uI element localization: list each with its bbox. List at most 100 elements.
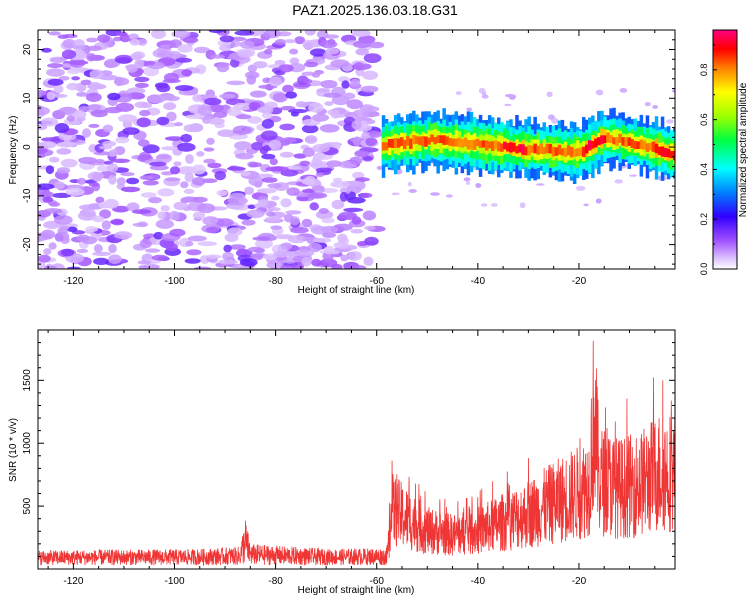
heatmap-cell — [248, 162, 263, 168]
heatmap-cell — [491, 141, 495, 151]
heatmap-cell — [157, 211, 167, 220]
heatmap-cell — [85, 92, 102, 103]
heatmap-cell — [53, 84, 64, 94]
heatmap-cell — [139, 109, 151, 117]
heatmap-cell — [341, 80, 350, 89]
heatmap-cell — [321, 217, 335, 224]
heatmap-cell — [173, 161, 182, 167]
heatmap-cell — [135, 82, 149, 88]
heatmap-cell — [116, 177, 126, 186]
heatmap-cell — [148, 196, 162, 204]
heatmap-cell — [104, 60, 117, 69]
heatmap-cell — [86, 45, 102, 51]
heatmap-cell — [137, 139, 150, 147]
heatmap-cell — [72, 109, 87, 119]
y-tick-label: 0 — [22, 144, 33, 150]
heatmap-cell — [126, 202, 140, 212]
heatmap-cell — [171, 30, 191, 38]
heatmap-cell — [182, 36, 199, 44]
heatmap-cell — [197, 106, 213, 116]
heatmap-cell — [280, 242, 293, 250]
heatmap-cell — [149, 161, 167, 167]
heatmap-cell — [319, 124, 340, 133]
heatmap-cell — [469, 139, 474, 150]
heatmap-cell — [273, 250, 291, 258]
heatmap-cell — [400, 137, 404, 147]
heatmap-cell — [418, 136, 422, 146]
heatmap-cell — [330, 181, 350, 188]
heatmap-cell — [255, 238, 273, 249]
heatmap-cell — [204, 97, 222, 106]
heatmap-cell — [412, 135, 416, 145]
heatmap-cell — [88, 182, 100, 187]
heatmap-cell — [113, 231, 133, 240]
heatmap-cell — [129, 38, 140, 46]
y-tick-label: 10 — [22, 92, 33, 104]
heatmap-cell — [108, 149, 118, 157]
heatmap-cell — [104, 106, 123, 114]
heatmap-cell — [313, 237, 332, 243]
heatmap-cell — [118, 114, 138, 123]
heatmap-cell — [60, 158, 78, 168]
y-tick-label: 1000 — [22, 432, 33, 455]
heatmap-cell — [472, 139, 477, 150]
heatmap-cell — [234, 141, 252, 151]
heatmap-cell — [261, 118, 275, 129]
heatmap-cell — [301, 178, 316, 185]
heatmap-cell — [166, 50, 182, 59]
heatmap-cell — [509, 142, 513, 153]
heatmap-cell — [294, 249, 315, 257]
heatmap-cell — [280, 105, 296, 111]
heatmap-cell — [47, 63, 63, 69]
heatmap-cell — [163, 102, 177, 110]
heatmap-cell — [183, 124, 200, 133]
heatmap-cell — [85, 226, 98, 233]
heatmap-cell — [603, 135, 607, 144]
heatmap-cell — [368, 41, 385, 49]
heatmap-cell — [294, 36, 306, 45]
heatmap-cell — [65, 187, 85, 196]
heatmap-cell — [669, 151, 674, 159]
heatmap-cell — [180, 181, 189, 189]
heatmap-cell — [551, 146, 556, 157]
heatmap-cell — [361, 131, 370, 139]
heatmap-cell — [184, 172, 194, 183]
heatmap-cell — [442, 135, 446, 145]
heatmap-cell — [260, 130, 278, 141]
heatmap-cell — [48, 156, 60, 163]
heatmap-cell — [146, 60, 156, 66]
heatmap-cell — [202, 216, 219, 226]
heatmap-cell — [175, 57, 193, 63]
heatmap-cell — [318, 208, 329, 214]
heatmap-cell — [187, 235, 207, 242]
heatmap-cell — [588, 140, 592, 151]
heatmap-cell — [481, 140, 486, 148]
heatmap-cell — [322, 232, 336, 238]
heatmap-cell — [409, 138, 413, 149]
heatmap-cell — [92, 215, 105, 223]
heatmap-cell — [320, 79, 338, 89]
heatmap-cell — [142, 144, 160, 154]
heatmap-cell — [311, 72, 320, 78]
heatmap-cell — [101, 220, 111, 231]
heatmap-cell — [286, 187, 300, 196]
heatmap-cell — [618, 133, 622, 143]
heatmap-cell — [427, 137, 431, 145]
heatmap-cell — [134, 101, 149, 109]
heatmap-cell — [430, 134, 434, 142]
heatmap-cell — [494, 140, 498, 150]
heatmap-cell — [582, 146, 586, 157]
heatmap-cell — [207, 118, 225, 125]
heatmap-cell — [352, 171, 365, 180]
heatmap-cell — [93, 243, 103, 254]
heatmap-cell — [600, 135, 604, 145]
heatmap-cell — [351, 265, 367, 269]
snr-frame — [37, 329, 676, 570]
heatmap-cell — [546, 91, 553, 98]
heatmap-cell — [606, 132, 610, 143]
heatmap-cell — [299, 160, 311, 167]
heatmap-cell — [102, 140, 117, 147]
heatmap-cell — [164, 177, 181, 182]
heatmap-cell — [654, 143, 659, 154]
heatmap-cell — [274, 39, 287, 45]
